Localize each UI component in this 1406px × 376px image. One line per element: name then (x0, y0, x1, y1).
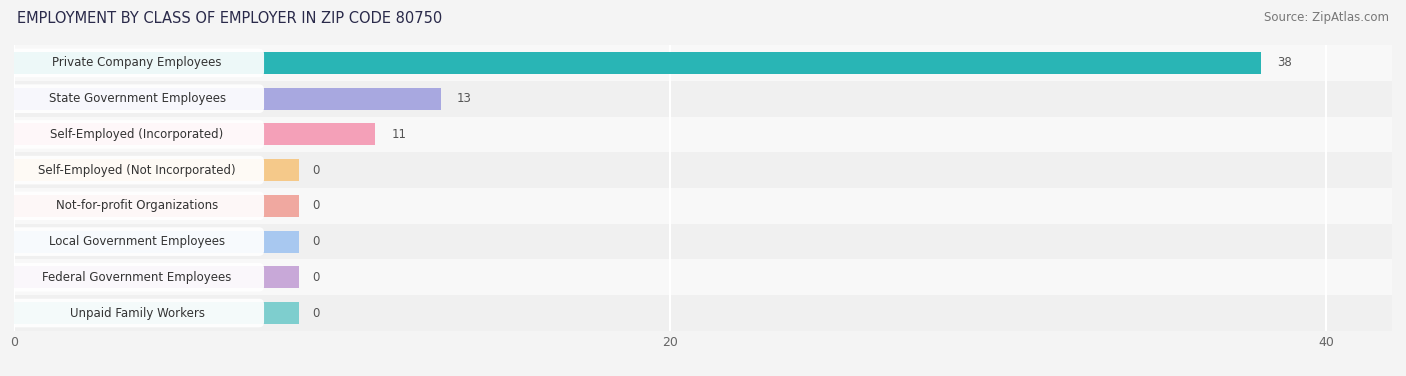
Bar (14, 302, 299, 324)
Text: 13: 13 (457, 92, 472, 105)
Text: Federal Government Employees: Federal Government Employees (42, 271, 232, 284)
Text: 0: 0 (312, 235, 321, 248)
Bar (14, 45, 1392, 81)
Text: Local Government Employees: Local Government Employees (49, 235, 225, 248)
FancyBboxPatch shape (10, 156, 264, 185)
Bar (14, 117, 1392, 152)
Bar (14, 195, 299, 217)
Text: State Government Employees: State Government Employees (49, 92, 225, 105)
Bar (14, 224, 1392, 259)
Text: 38: 38 (1277, 56, 1292, 70)
Bar (14, 52, 1261, 74)
Text: Not-for-profit Organizations: Not-for-profit Organizations (56, 199, 218, 212)
Text: EMPLOYMENT BY CLASS OF EMPLOYER IN ZIP CODE 80750: EMPLOYMENT BY CLASS OF EMPLOYER IN ZIP C… (17, 11, 441, 26)
Bar (14, 123, 375, 146)
FancyBboxPatch shape (10, 227, 264, 256)
Text: 11: 11 (391, 128, 406, 141)
Text: 0: 0 (312, 271, 321, 284)
Text: Self-Employed (Not Incorporated): Self-Employed (Not Incorporated) (38, 164, 236, 177)
Text: Source: ZipAtlas.com: Source: ZipAtlas.com (1264, 11, 1389, 24)
Text: 0: 0 (312, 306, 321, 320)
Text: 0: 0 (312, 199, 321, 212)
Bar (14, 159, 299, 181)
FancyBboxPatch shape (10, 263, 264, 292)
Text: Unpaid Family Workers: Unpaid Family Workers (69, 306, 205, 320)
Bar (14, 152, 1392, 188)
Bar (14, 88, 440, 110)
Bar (14, 81, 1392, 117)
Bar (14, 266, 299, 288)
Text: Self-Employed (Incorporated): Self-Employed (Incorporated) (51, 128, 224, 141)
Text: 0: 0 (312, 164, 321, 177)
FancyBboxPatch shape (10, 120, 264, 149)
Bar (14, 230, 299, 253)
Bar (14, 188, 1392, 224)
FancyBboxPatch shape (10, 299, 264, 327)
Bar (14, 295, 1392, 331)
FancyBboxPatch shape (10, 85, 264, 113)
Bar (14, 259, 1392, 295)
FancyBboxPatch shape (10, 192, 264, 220)
Text: Private Company Employees: Private Company Employees (52, 56, 222, 70)
FancyBboxPatch shape (10, 49, 264, 77)
